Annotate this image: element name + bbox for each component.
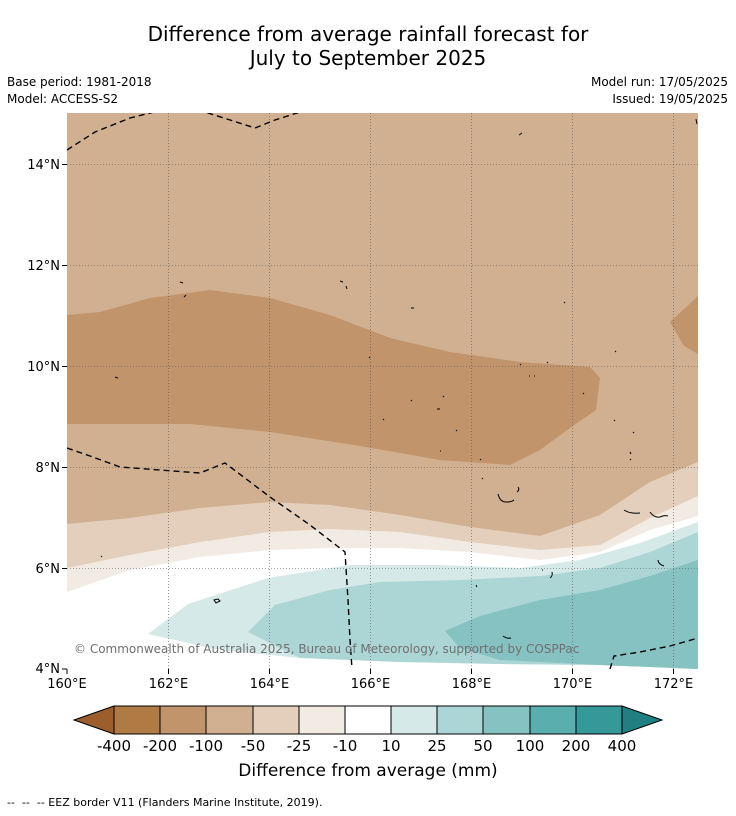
colorbar bbox=[72, 705, 664, 735]
lon-label: 172°E bbox=[654, 677, 694, 692]
map-area bbox=[67, 113, 698, 669]
lat-label: 6°N bbox=[36, 562, 61, 577]
band-minus200-minus100-east bbox=[670, 296, 698, 354]
band-50-100 bbox=[445, 560, 698, 669]
colorbar-swatch bbox=[205, 705, 254, 735]
colorbar-swatch bbox=[159, 705, 207, 735]
colorbar-swatch bbox=[113, 705, 161, 735]
islands bbox=[100, 118, 698, 639]
colorbar-swatch bbox=[390, 705, 438, 735]
meta-left: Base period: 1981-2018 Model: ACCESS-S2 bbox=[7, 74, 152, 108]
colorbar-tick: 50 bbox=[473, 737, 492, 755]
chart-title: Difference from average rainfall forecas… bbox=[0, 22, 736, 70]
lat-label: 14°N bbox=[27, 158, 60, 173]
axis-ticks bbox=[62, 164, 674, 674]
colorbar-tick: -50 bbox=[241, 737, 266, 755]
colorbar-swatch bbox=[575, 705, 623, 735]
band-minus200-minus100 bbox=[67, 290, 600, 465]
colorbar-swatch bbox=[482, 705, 531, 735]
lon-labels: 160°E 162°E 164°E 166°E 168°E 170°E 172°… bbox=[47, 677, 693, 692]
colorbar-tick: -100 bbox=[189, 737, 223, 755]
colorbar-tick: 10 bbox=[381, 737, 400, 755]
lon-label: 160°E bbox=[47, 677, 87, 692]
lat-label: 10°N bbox=[27, 360, 60, 375]
colorbar-swatch bbox=[72, 705, 115, 735]
colorbar-swatch bbox=[252, 705, 300, 735]
model-run: Model run: 17/05/2025 bbox=[590, 75, 728, 89]
colorbar-ticks: -400 -200 -100 -50 -25 -10 10 25 50 100 … bbox=[97, 737, 636, 755]
issued-date: Issued: 19/05/2025 bbox=[612, 92, 728, 106]
colorbar-tick: -200 bbox=[143, 737, 177, 755]
model-name: Model: ACCESS-S2 bbox=[7, 92, 119, 106]
lat-labels: 14°N 12°N 10°N 8°N 6°N 4°N bbox=[27, 158, 60, 677]
colorbar-swatch bbox=[436, 705, 484, 735]
eez-borders bbox=[67, 113, 698, 669]
title-line-2: July to September 2025 bbox=[249, 46, 487, 70]
lat-label: 8°N bbox=[36, 461, 61, 476]
colorbar-tick: 100 bbox=[516, 737, 545, 755]
lon-label: 166°E bbox=[351, 677, 391, 692]
colorbar-tick: -25 bbox=[287, 737, 312, 755]
colorbar-swatch bbox=[621, 705, 664, 735]
colorbar-swatch bbox=[298, 705, 346, 735]
base-period: Base period: 1981-2018 bbox=[7, 75, 152, 89]
lon-label: 164°E bbox=[250, 677, 290, 692]
colorbar-tick: 400 bbox=[608, 737, 637, 755]
lat-label: 12°N bbox=[27, 259, 60, 274]
meta-right: Model run: 17/05/2025 Issued: 19/05/2025 bbox=[591, 74, 728, 108]
copyright-text: © Commonwealth of Australia 2025, Bureau… bbox=[74, 642, 579, 656]
colorbar-tick: -10 bbox=[333, 737, 358, 755]
colorbar-swatch bbox=[344, 705, 392, 735]
title-line-1: Difference from average rainfall forecas… bbox=[147, 22, 589, 46]
colorbar-swatch bbox=[529, 705, 577, 735]
lon-label: 162°E bbox=[149, 677, 189, 692]
lon-label: 168°E bbox=[452, 677, 492, 692]
footnote: -- -- -- EEZ border V11 (Flanders Marine… bbox=[7, 796, 323, 809]
colorbar-tick: 200 bbox=[562, 737, 591, 755]
gridlines bbox=[67, 113, 698, 669]
colorbar-tick: 25 bbox=[427, 737, 446, 755]
colorbar-tick: -400 bbox=[97, 737, 131, 755]
lon-label: 170°E bbox=[553, 677, 593, 692]
colorbar-label: Difference from average (mm) bbox=[238, 761, 498, 781]
lat-label: 4°N bbox=[36, 662, 61, 677]
